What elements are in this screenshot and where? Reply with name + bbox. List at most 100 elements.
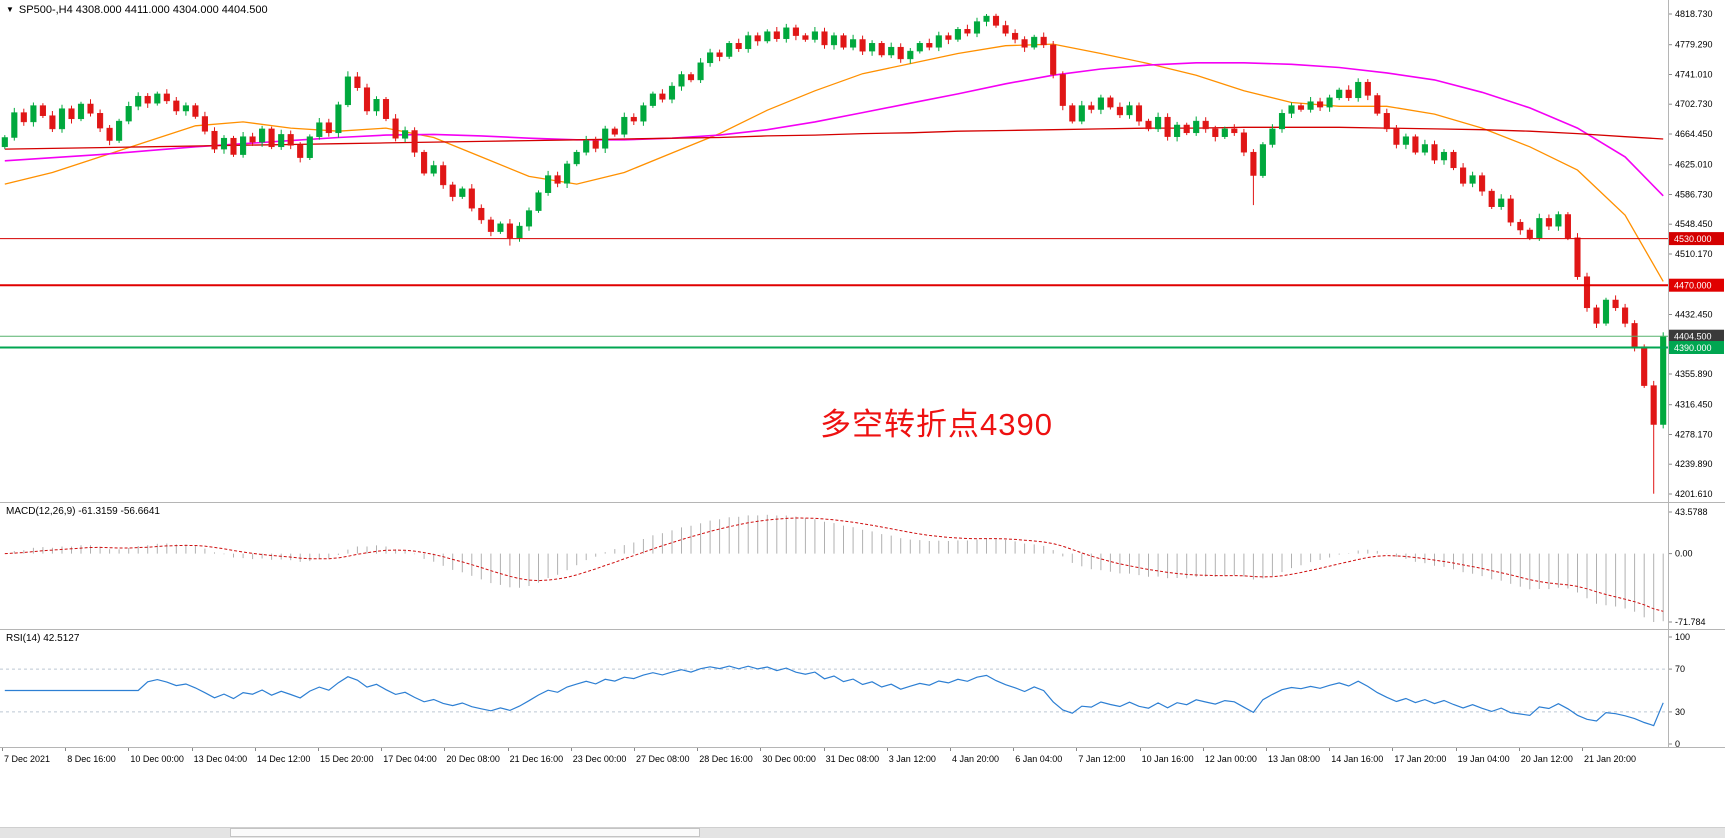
macd-tick-label: 0.00 — [1675, 549, 1693, 559]
price-tag-label: 4530.000 — [1674, 234, 1712, 244]
time-tick — [318, 748, 319, 751]
symbol-ohlc-label: ▼ SP500-,H4 4308.000 4411.000 4304.000 44… — [6, 4, 268, 16]
price-tick-label: 4355.890 — [1675, 369, 1713, 379]
macd-chart[interactable]: 43.5788 0.00 -71.784 — [0, 502, 1725, 629]
macd-panel[interactable]: 43.5788 0.00 -71.784 MACD(12,26,9) -61.315… — [0, 502, 1725, 629]
price-tag-label: 4390.000 — [1674, 343, 1712, 353]
time-tick-label: 12 Jan 00:00 — [1204, 754, 1257, 764]
rsi-tick-label: 100 — [1675, 632, 1690, 642]
time-tick-label: 28 Dec 16:00 — [699, 754, 753, 764]
time-tick — [1266, 748, 1267, 751]
moving-averages-layer — [4, 43, 1664, 282]
time-tick — [507, 748, 509, 751]
time-tick-label: 14 Dec 12:00 — [256, 754, 311, 764]
rsi-tick-label: 30 — [1675, 707, 1685, 717]
time-tick — [1518, 748, 1520, 751]
time-tick-label: 4 Jan 20:00 — [952, 754, 1000, 764]
time-tick — [2, 748, 3, 751]
chart-dropdown-icon[interactable]: ▼ — [6, 5, 14, 14]
time-tick-label: 10 Dec 00:00 — [130, 754, 184, 764]
rsi-chart[interactable]: 100 70 30 0 — [0, 629, 1725, 747]
time-tick-label: 31 Dec 08:00 — [825, 754, 880, 764]
price-chart-panel[interactable]: 4530.000 4470.000 4404.500 4390.000 4818.730… — [0, 0, 1725, 502]
rsi-panel[interactable]: 100 70 30 0 RSI(14) 42.5127 — [0, 629, 1725, 747]
time-tick — [950, 748, 951, 751]
bottom-strip — [0, 768, 1725, 839]
price-tick-label: 4779.290 — [1675, 40, 1713, 50]
symbol-ohlc-text: SP500-,H4 4308.000 4411.000 4304.000 440… — [18, 4, 268, 16]
time-tick — [1329, 748, 1331, 751]
time-tick — [65, 748, 67, 751]
macd-tick-label: -71.784 — [1675, 617, 1706, 627]
time-tick — [128, 748, 130, 751]
time-tick-label: 13 Dec 04:00 — [193, 754, 248, 764]
time-tick-label: 17 Jan 20:00 — [1394, 754, 1447, 764]
time-tick-label: 6 Jan 04:00 — [1015, 754, 1063, 764]
time-tick — [1139, 748, 1141, 751]
price-tag-4530.000 — [1669, 232, 1724, 246]
horizontal-scrollbar[interactable] — [0, 827, 1725, 838]
price-tick-label: 4278.170 — [1675, 430, 1713, 440]
time-tick — [570, 748, 572, 751]
price-tick-label: 4201.610 — [1675, 489, 1713, 499]
time-tick — [1076, 748, 1078, 751]
time-tick-label: 21 Dec 16:00 — [509, 754, 564, 764]
time-tick-label: 15 Dec 20:00 — [320, 754, 374, 764]
price-tag-4390.000 — [1669, 341, 1724, 354]
price-tag-label: 4470.000 — [1674, 281, 1712, 291]
macd-label: MACD(12,26,9) -61.3159 -56.6641 — [6, 506, 160, 517]
chart-annotation-text[interactable]: 多空转折点4390 — [820, 407, 1053, 442]
price-tick-label: 4510.170 — [1675, 249, 1713, 259]
time-tick-label: 13 Jan 08:00 — [1268, 754, 1321, 764]
time-tick-label: 27 Dec 08:00 — [636, 754, 690, 764]
price-tick-label: 4316.450 — [1675, 400, 1713, 410]
time-axis[interactable]: 7 Dec 2021 8 Dec 16:00 10 Dec 00:00 13 Dec … — [0, 747, 1725, 769]
time-tick-label: 7 Dec 2021 — [4, 754, 51, 764]
time-tick — [1392, 748, 1394, 751]
time-tick — [886, 748, 888, 751]
price-tick-label: 4741.010 — [1675, 70, 1713, 80]
price-tick-label: 4548.450 — [1675, 219, 1713, 229]
candles-layer — [1, 13, 1667, 494]
ma-line-fast-orange — [4, 43, 1664, 282]
rsi-line — [4, 665, 1664, 727]
time-tick — [444, 748, 446, 751]
price-tick-label: 4625.010 — [1675, 160, 1713, 170]
price-tick-label: 4664.450 — [1675, 129, 1713, 139]
time-tick-label: 7 Jan 12:00 — [1078, 754, 1126, 764]
scrollbar-thumb[interactable] — [230, 828, 700, 837]
time-tick — [697, 748, 699, 751]
price-tick-label: 4702.730 — [1675, 99, 1713, 109]
time-tick-label: 17 Dec 04:00 — [383, 754, 437, 764]
price-tick-label: 4818.730 — [1675, 9, 1713, 19]
time-tick — [381, 748, 383, 751]
macd-histogram — [13, 514, 1664, 622]
time-tick — [1013, 748, 1015, 751]
price-axis[interactable]: 4818.730 4779.290 4741.010 4702.730 4664.450… — [1668, 9, 1713, 499]
time-tick-label: 3 Jan 12:00 — [888, 754, 936, 764]
time-tick — [1582, 748, 1583, 751]
time-tick-label: 19 Jan 04:00 — [1457, 754, 1510, 764]
time-tick — [1202, 748, 1204, 751]
rsi-tick-label: 70 — [1675, 664, 1685, 674]
time-tick — [634, 748, 635, 751]
time-tick-label: 20 Dec 08:00 — [446, 754, 500, 764]
time-tick — [760, 748, 762, 751]
time-tick-label: 23 Dec 00:00 — [572, 754, 627, 764]
price-tag-4470.000 — [1669, 278, 1724, 292]
time-tick-label: 14 Jan 16:00 — [1331, 754, 1384, 764]
candlestick-chart[interactable]: 4530.0004470.0004404.5004390.0004818.730… — [0, 0, 1725, 502]
time-tick — [1455, 748, 1457, 751]
rsi-label: RSI(14) 42.5127 — [6, 633, 80, 644]
price-tick-label: 4239.890 — [1675, 459, 1713, 469]
macd-signal-line — [4, 517, 1664, 612]
time-tick-label: 21 Jan 20:00 — [1584, 754, 1637, 764]
time-tick-label: 8 Dec 16:00 — [67, 754, 116, 764]
ma-line-medium-magenta — [4, 61, 1664, 197]
macd-tick-label: 43.5788 — [1675, 507, 1708, 517]
price-tag-4404.500 — [1669, 329, 1724, 343]
time-tick-label: 30 Dec 00:00 — [762, 754, 816, 764]
time-tick — [823, 748, 825, 751]
